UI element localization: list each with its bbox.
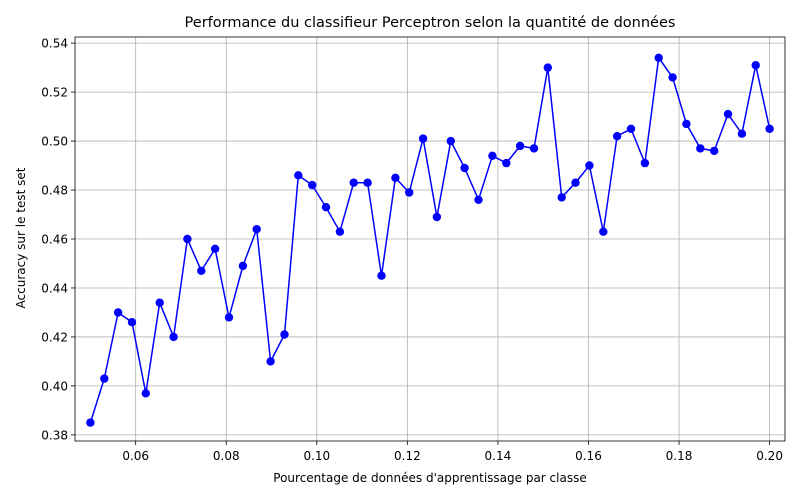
grid (75, 37, 785, 441)
data-point (640, 158, 650, 168)
y-tick-label: 0.48 (41, 184, 68, 198)
data-point (765, 124, 774, 133)
data-point (210, 244, 220, 253)
data-point (515, 141, 525, 151)
data-point (488, 151, 497, 160)
data-point (710, 146, 719, 156)
data-point (141, 389, 150, 398)
y-tick-label: 0.42 (41, 330, 68, 344)
data-point (294, 171, 303, 180)
data-point (308, 180, 317, 190)
data-point (100, 374, 109, 383)
series (86, 53, 774, 427)
data-point (626, 124, 636, 133)
data-point (266, 357, 275, 366)
data-point (391, 173, 400, 182)
y-axis-label: Accuracy sur le test set (14, 167, 28, 308)
data-point (335, 227, 345, 236)
x-tick-label: 0.10 (303, 449, 330, 463)
data-point (460, 163, 469, 173)
data-point (737, 129, 747, 138)
data-point (585, 161, 594, 170)
y-tick-label: 0.50 (41, 135, 68, 149)
data-point (86, 418, 95, 427)
data-point (474, 195, 483, 204)
x-tick-label: 0.08 (213, 449, 240, 463)
data-point (599, 227, 608, 236)
data-point (377, 271, 386, 280)
data-point (197, 266, 206, 275)
x-tick-label: 0.14 (485, 449, 512, 463)
x-axis-label: Pourcentage de données d'apprentissage p… (273, 471, 586, 485)
chart-title: Performance du classifieur Perceptron se… (185, 15, 676, 31)
data-point (155, 298, 164, 307)
y-tick-label: 0.44 (41, 281, 68, 295)
data-point (183, 234, 192, 244)
data-point (446, 136, 455, 146)
data-point (723, 109, 733, 119)
x-tick-label: 0.16 (575, 449, 602, 463)
data-point (349, 178, 358, 187)
data-point (321, 203, 331, 212)
data-point (668, 73, 677, 82)
x-tick-label: 0.20 (756, 449, 783, 463)
y-tick-label: 0.38 (41, 428, 68, 442)
data-point (502, 158, 511, 168)
data-point (363, 178, 372, 187)
y-tick-label: 0.40 (41, 379, 68, 393)
y-tick-label: 0.52 (41, 86, 68, 100)
data-point (280, 330, 289, 339)
data-point (529, 144, 539, 153)
data-point (682, 119, 691, 129)
data-point (418, 134, 428, 143)
data-point (751, 60, 760, 70)
data-point (169, 332, 178, 342)
data-point (405, 188, 414, 197)
data-point (252, 225, 261, 234)
data-point (238, 261, 248, 271)
data-point (696, 144, 705, 153)
y-tick-label: 0.46 (41, 233, 68, 247)
data-point (571, 178, 580, 187)
data-point (543, 63, 552, 72)
axis-ticks: 0.06 0.08 0.10 0.12 0.14 0.16 0.18 0.20 0.38 0.40… (41, 37, 783, 463)
data-point (557, 193, 566, 202)
data-point (127, 318, 137, 327)
data-point (654, 53, 663, 62)
data-point (432, 212, 442, 222)
x-tick-label: 0.12 (394, 449, 421, 463)
data-point (224, 313, 234, 322)
y-tick-label: 0.54 (41, 37, 68, 51)
x-tick-label: 0.06 (122, 449, 149, 463)
data-point (612, 132, 622, 141)
data-point (113, 308, 123, 317)
x-tick-label: 0.18 (666, 449, 693, 463)
series-line (89, 55, 771, 423)
